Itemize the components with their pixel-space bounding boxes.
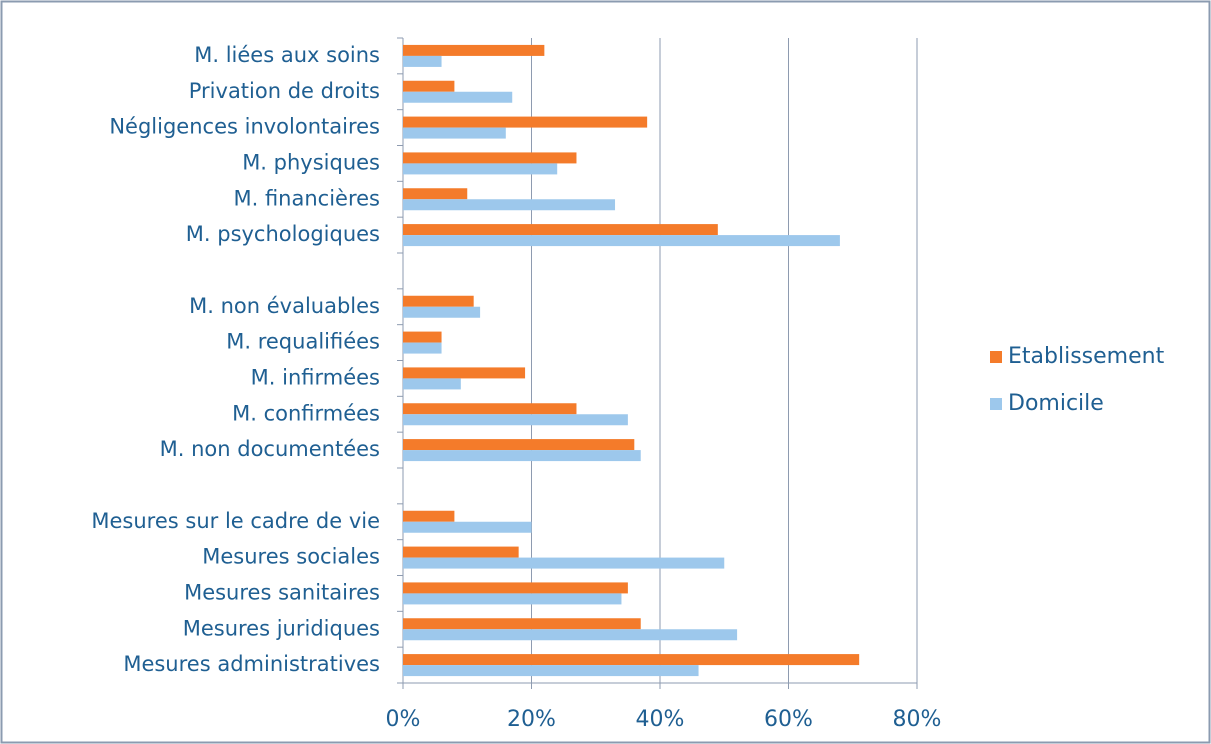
bar: [403, 342, 442, 354]
bar: [403, 618, 641, 630]
y-tick-label: M. physiques: [242, 150, 380, 174]
bar: [403, 306, 481, 318]
bar: [403, 557, 725, 569]
bar: [403, 199, 616, 211]
y-tick-label: M. financières: [233, 186, 380, 210]
bar: [403, 127, 506, 139]
y-tick-label: Privation de droits: [189, 79, 380, 103]
x-tick-label: 20%: [507, 707, 556, 732]
y-tick-label: Mesures juridiques: [183, 616, 380, 640]
bar: [403, 510, 455, 522]
bar: [403, 91, 513, 103]
y-tick-label: Mesures sociales: [202, 545, 380, 569]
x-tick-label: 60%: [764, 707, 813, 732]
y-tick-label: M. psychologiques: [186, 222, 380, 246]
bar: [403, 163, 558, 175]
bar: [403, 80, 455, 92]
y-tick-label: M. non évaluables: [189, 294, 380, 318]
bar: [403, 378, 461, 390]
bar: [403, 403, 577, 415]
bar: [403, 450, 641, 462]
y-tick-label: M. confirmées: [232, 401, 380, 425]
y-tick-label: Négligences involontaires: [109, 115, 380, 139]
y-tick-label: M. non documentées: [160, 437, 380, 461]
y-tick-label: M. requalifiées: [226, 330, 380, 354]
bar: [403, 414, 628, 426]
x-tick-label: 40%: [636, 707, 685, 732]
x-tick-label: 0%: [386, 707, 421, 732]
y-tick-label: M. liées aux soins: [194, 43, 380, 67]
y-tick-label: Mesures sanitaires: [184, 580, 380, 604]
bar: [403, 44, 545, 56]
bar: [403, 116, 648, 128]
legend-label: Etablissement: [1008, 344, 1165, 369]
bar: [403, 629, 738, 641]
y-tick-label: M. infirmées: [251, 365, 380, 389]
bar: [403, 224, 718, 236]
x-tick-label: 80%: [893, 707, 942, 732]
bar: [403, 593, 622, 605]
bar: [403, 546, 519, 558]
legend-label: Domicile: [1008, 391, 1104, 416]
y-tick-label: Mesures administratives: [123, 652, 380, 676]
legend-swatch: [990, 398, 1002, 410]
bar: [403, 331, 442, 343]
bar: [403, 55, 442, 67]
bar: [403, 654, 860, 666]
bar: [403, 521, 532, 533]
bar: [403, 439, 635, 451]
legend-swatch: [990, 351, 1002, 363]
bar: [403, 582, 628, 594]
bar: [403, 665, 699, 677]
bar: [403, 152, 577, 164]
bar: [403, 367, 526, 379]
y-tick-label: Mesures sur le cadre de vie: [91, 509, 380, 533]
bar: [403, 295, 474, 307]
bar: [403, 188, 468, 200]
bar: [403, 235, 840, 247]
